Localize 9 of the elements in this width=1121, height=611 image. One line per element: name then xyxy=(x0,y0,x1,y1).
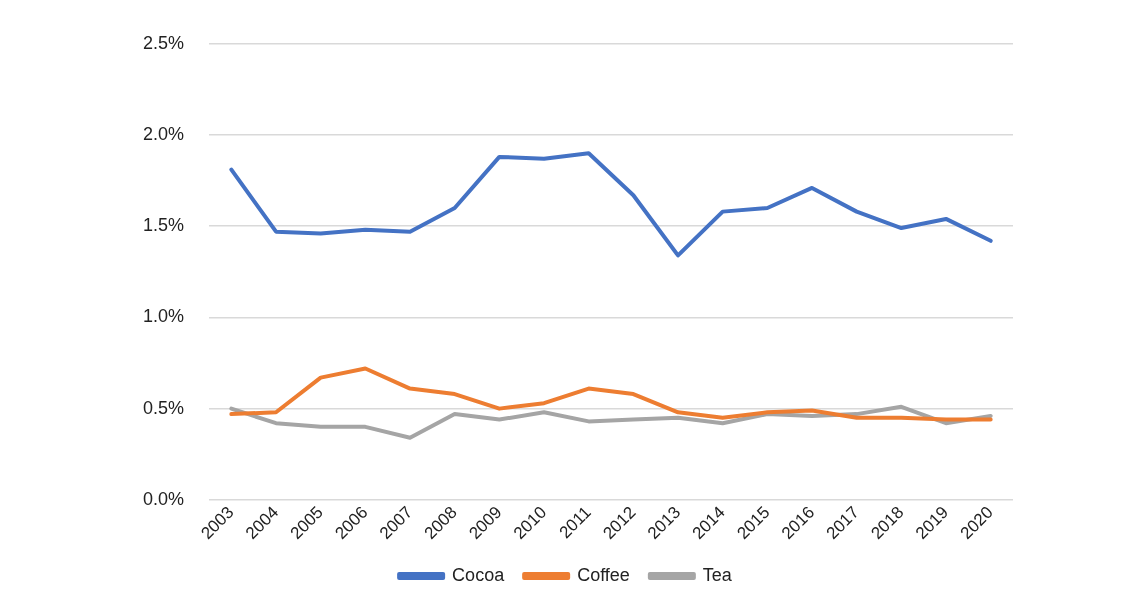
y-tick-label: 1.0% xyxy=(143,306,185,327)
legend-label: Coffee xyxy=(577,564,630,585)
y-tick-label: 1.5% xyxy=(143,215,185,236)
legend-label: Cocoa xyxy=(452,564,506,585)
y-tick-label: 2.5% xyxy=(143,32,185,53)
legend-label: Tea xyxy=(702,564,733,585)
y-tick-label: 0.5% xyxy=(143,397,185,418)
y-tick-label: 0.0% xyxy=(143,488,185,509)
y-tick-label: 2.0% xyxy=(143,123,185,144)
